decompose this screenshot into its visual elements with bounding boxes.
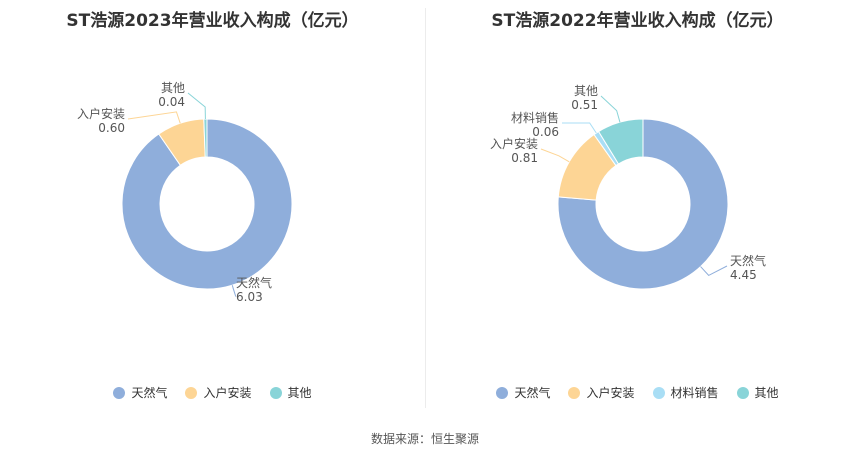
slice-value-label: 4.45 — [730, 268, 757, 282]
pie-slice-3[interactable] — [203, 118, 208, 158]
label-leader-line — [231, 285, 237, 297]
pie-slice-4[interactable] — [597, 118, 644, 165]
legend-label: 天然气 — [131, 386, 168, 400]
slice-category-label: 天然气 — [730, 253, 766, 268]
legend-dot-icon — [652, 386, 665, 399]
legend-label: 天然气 — [514, 386, 551, 400]
label-leader-line — [700, 265, 728, 277]
slice-value-label: 0.04 — [158, 95, 185, 109]
slice-value-label: 6.03 — [236, 290, 263, 304]
legend-item[interactable]: 其他 — [269, 384, 312, 401]
legend-item[interactable]: 入户安装 — [185, 384, 252, 401]
legend-item[interactable]: 入户安装 — [568, 384, 635, 401]
label-leader-line — [187, 92, 206, 120]
legend-label: 其他 — [287, 386, 312, 400]
legend-item[interactable]: 天然气 — [496, 384, 550, 401]
slice-category-label: 其他 — [161, 81, 185, 95]
legend-label: 入户安装 — [586, 386, 635, 400]
panel-divider — [425, 8, 426, 408]
legend-dot-icon — [113, 386, 126, 399]
legend-dot-icon — [568, 386, 581, 399]
chart-2023-panel: ST浩源2023年营业收入构成（亿元） 天然气 6.03 入户安装 0.60 其他 0.0… — [0, 0, 425, 420]
legend-label: 其他 — [754, 386, 779, 400]
legend-label: 材料销售 — [670, 386, 719, 400]
slice-category-label: 入户安装 — [77, 106, 125, 121]
legend-dot-icon — [496, 386, 509, 399]
chart-title: ST浩源2022年营业收入构成（亿元） — [491, 11, 784, 31]
legend-dot-icon — [736, 386, 749, 399]
slice-value-label: 0.51 — [571, 98, 598, 112]
slice-value-label: 0.06 — [532, 125, 559, 139]
chart-2022-panel: ST浩源2022年营业收入构成（亿元） 天然气 4.45 入户安装 0.81 材料销售 0… — [425, 0, 850, 420]
chart-title: ST浩源2023年营业收入构成（亿元） — [66, 11, 359, 31]
slice-category-label: 天然气 — [236, 275, 272, 290]
chart-legend: 天然气 入户安装 其他 — [0, 384, 425, 401]
legend-dot-icon — [269, 386, 282, 399]
label-leader-line — [540, 148, 570, 163]
label-leader-line — [127, 111, 181, 124]
legend-item[interactable]: 材料销售 — [652, 384, 719, 401]
data-source: 数据来源：恒生聚源 — [370, 432, 479, 446]
pie-slice-1[interactable] — [557, 118, 729, 290]
slice-category-label: 入户安装 — [490, 136, 538, 151]
legend-label: 入户安装 — [203, 386, 252, 400]
legend-item[interactable]: 其他 — [736, 384, 779, 401]
slice-value-label: 0.60 — [98, 121, 125, 135]
slice-category-label: 其他 — [574, 84, 598, 98]
chart-legend: 天然气 入户安装 材料销售 其他 — [425, 384, 850, 401]
pie-slice-1[interactable] — [121, 118, 293, 290]
label-leader-line — [600, 95, 621, 123]
slice-value-label: 0.81 — [511, 151, 538, 165]
slice-category-label: 材料销售 — [511, 110, 559, 125]
label-leader-line — [561, 122, 597, 134]
legend-dot-icon — [185, 386, 198, 399]
legend-item[interactable]: 天然气 — [113, 384, 167, 401]
